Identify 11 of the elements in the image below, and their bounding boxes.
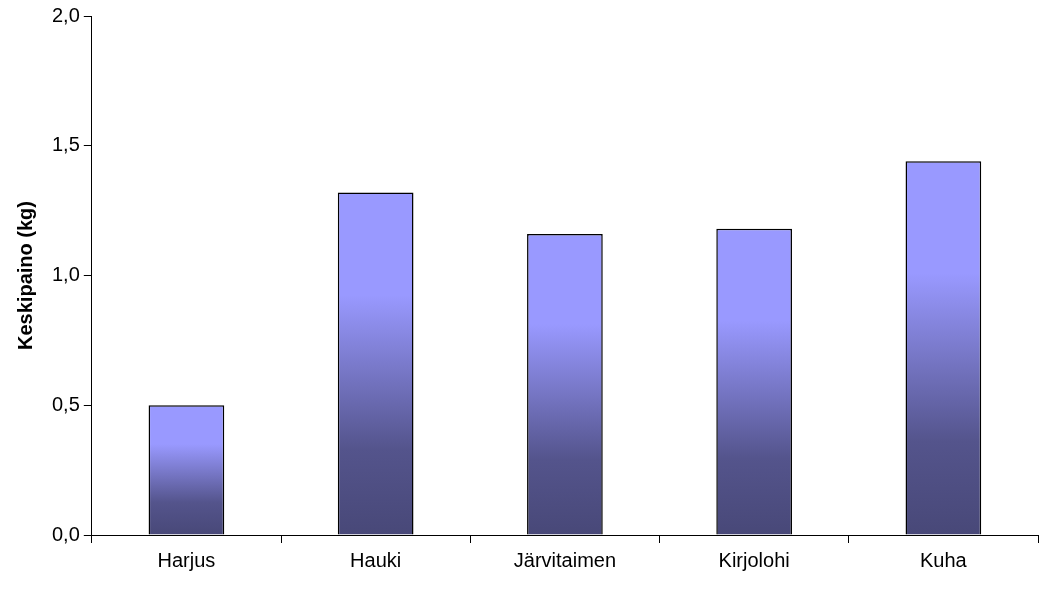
y-tick-label: 0,0: [51, 522, 80, 545]
x-tick-label: Harjus: [157, 548, 216, 571]
y-tick-label: 1,5: [51, 133, 80, 156]
y-tick-label: 2,0: [51, 3, 80, 26]
x-tick-label: Hauki: [350, 548, 402, 571]
x-tick-label: Kuha: [920, 548, 968, 571]
y-tick-label: 0,5: [51, 392, 80, 415]
y-axis-title: Keskipaino (kg): [13, 201, 36, 350]
x-tick-label: Kirjolohi: [718, 548, 790, 571]
y-tick-label: 1,0: [51, 263, 80, 286]
x-tick-label: Järvitaimen: [513, 548, 617, 571]
